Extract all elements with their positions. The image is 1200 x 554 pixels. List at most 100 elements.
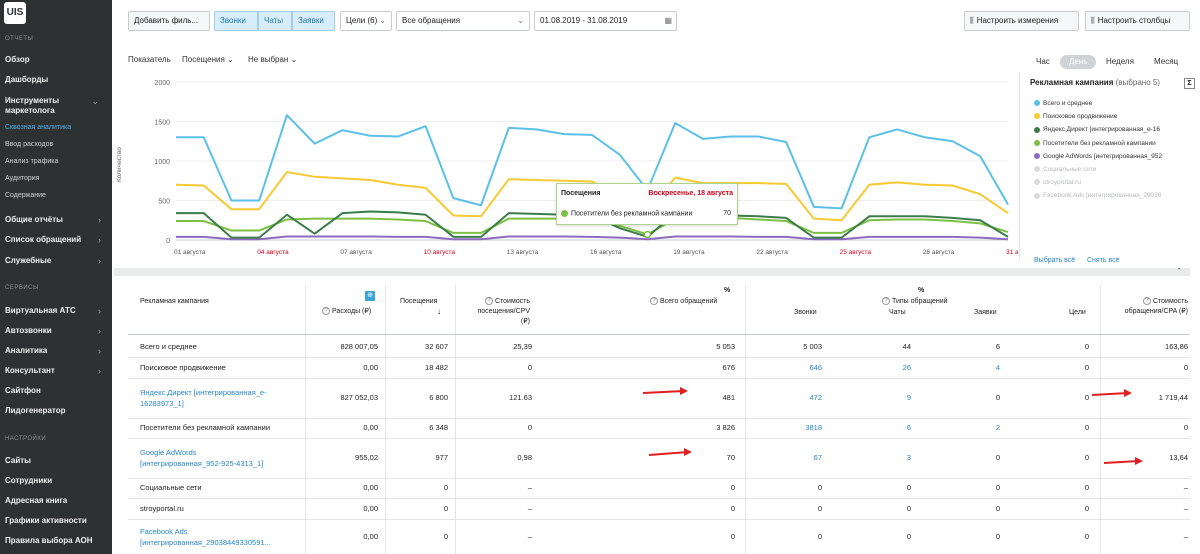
sidebar-item-overview[interactable]: Обзор [5,55,30,64]
campaign-name[interactable]: Яндекс.Директ [интегрированная_е- [140,388,267,397]
col-header-calls[interactable]: Звонки [794,309,817,316]
col-header-goals[interactable]: Цели [1069,309,1086,316]
cell-chats[interactable]: 26 [902,362,911,372]
second-metric-select[interactable]: Не выбран ⌄ [248,55,297,64]
cell-cpa: 0 [1183,423,1188,432]
date-range-input[interactable]: 01.08.2019 - 31.08.2019 ▦ [534,11,677,31]
annotation-arrow-shaft [642,390,685,394]
cell-requests[interactable]: 2 [995,423,1000,432]
sidebar-item-end-to-end-analytics[interactable]: Сквозная аналитика [5,124,72,131]
cell-chats[interactable]: 3 [906,453,911,462]
calendar-icon[interactable]: ▦ [664,16,672,25]
legend-item[interactable]: Всего и среднее [1034,100,1092,107]
cell-calls[interactable]: 646 [809,362,822,372]
horizontal-scrollbar[interactable]: ⌃ [114,268,1190,276]
goals-select[interactable]: Цели (6) ⌄ [340,11,392,31]
configure-columns-button[interactable]: ⫼ Настроить столбцы [1085,11,1190,31]
cell-chats[interactable]: 9 [906,393,911,402]
uis-logo[interactable]: UIS [4,2,26,24]
chevron-up-icon[interactable]: ⌃ [1176,268,1182,275]
sidebar-item-general-reports[interactable]: Общие отчёты › [5,215,109,225]
sidebar-item-address-book[interactable]: Адресная книга [5,496,68,505]
column-divider [745,285,746,554]
sidebar-item-marketing-tools[interactable]: Инструменты маркетолога ⌄ [5,96,99,116]
line-chart: Количество 0 500 1000 1500 2000 01 августа 04 … [116,72,1038,262]
help-icon[interactable]: ? [882,297,890,306]
sidebar-item-employees[interactable]: Сотрудники [5,476,53,485]
toggle-requests[interactable]: Заявки [292,11,335,31]
legend-item[interactable]: Посетители без рекламной кампании [1034,140,1156,147]
sidebar-item-consultant[interactable]: Консультант › [5,366,109,376]
series-line[interactable] [176,114,1009,210]
sidebar-item-service[interactable]: Служебные › [5,256,109,266]
cell-requests[interactable]: 4 [995,362,1000,372]
series-line[interactable] [176,235,1009,241]
period-day[interactable]: День [1060,55,1097,69]
select-all-link[interactable]: Выбрать всё [1034,257,1076,264]
cell-calls[interactable]: 3818 [805,423,822,432]
period-hour[interactable]: Час [1036,57,1050,66]
sidebar-item-aon-rules[interactable]: Правила выбора АОН [5,536,93,545]
legend-item[interactable]: Яндекс.Директ [интегрированная_е-16 [1034,126,1160,133]
cell-chats[interactable]: 6 [906,423,911,432]
sidebar-item-costs-input[interactable]: Ввод расходов [5,141,54,148]
period-week[interactable]: Неделя [1106,57,1134,66]
campaign-name[interactable]: Facebook Ads [140,526,188,536]
sidebar-item-label: Служебные [5,256,52,265]
hover-point[interactable] [643,230,652,239]
info-icon[interactable]: ⊕ [365,291,375,301]
legend-item[interactable]: Facebook Ads [интегрированная_29038 [1034,192,1161,199]
col-header-costs[interactable]: ? Расходы (₽) [322,307,371,317]
sort-desc-icon[interactable]: ↓ [437,307,441,316]
help-icon[interactable]: ? [1142,297,1151,306]
campaign-name-cont[interactable]: [интегрированная_952-925-4313_1] [140,459,264,468]
col-header-chats[interactable]: Чаты [889,309,906,316]
metric-select[interactable]: Посещения ⌄ [182,55,234,64]
campaign-name-cont[interactable]: 16283973_1] [140,399,184,408]
sidebar-item-requests-list[interactable]: Список обращений › [5,235,109,245]
legend-item-label: Поисковое продвижение [1043,113,1118,121]
sidebar-item-autocalls[interactable]: Автозвонки › [5,326,109,336]
cell-calls[interactable]: 67 [813,453,822,462]
legend-item[interactable]: Социальные сети [1034,166,1096,173]
sidebar-item-lead-generator[interactable]: Лидогенератор [5,406,66,415]
legend-item[interactable]: Google AdWords [интегрированная_952 [1034,153,1162,160]
requests-type-select[interactable]: Все обращения ⌄ [396,11,530,31]
sidebar-item-dashboards[interactable]: Дашборды [5,75,49,84]
row-divider [128,438,1190,439]
add-filter-button[interactable]: Добавить филь... [128,11,210,31]
section-settings: НАСТРОЙКИ [5,436,47,442]
sidebar-item-sites[interactable]: Сайты [5,456,31,465]
period-month[interactable]: Месяц [1154,57,1179,66]
sidebar-item-analytics[interactable]: Аналитика › [5,346,109,356]
sidebar-item-content[interactable]: Содержание [5,192,46,199]
sidebar-item-activity-schedules[interactable]: Графики активности [5,516,87,525]
sidebar-item-virtual-pbx[interactable]: Виртуальная АТС › [5,306,109,316]
campaign-name[interactable]: Google AdWords [140,448,197,457]
toggle-chats[interactable]: Чаты [258,11,292,31]
sidebar-item-sitephone[interactable]: Сайтфон [5,386,41,395]
col-header-requests[interactable]: Заявки [974,309,997,316]
legend-item[interactable]: stroyportal.ru [1034,179,1081,186]
help-icon[interactable]: ? [650,297,658,306]
help-icon[interactable]: ? [484,297,493,306]
percent-toggle-types[interactable]: % [918,287,925,294]
percent-toggle-total[interactable]: % [724,287,731,294]
sum-toggle-button[interactable]: Σ [1184,78,1195,89]
legend-item[interactable]: Поисковое продвижение [1034,113,1117,120]
help-icon[interactable]: ? [322,307,330,316]
sidebar-item-audience[interactable]: Аудитория [5,175,40,182]
configure-dimensions-button[interactable]: ⫼ Настроить измерения [964,11,1079,31]
sidebar-item-traffic-analysis[interactable]: Анализ трафика [5,158,59,165]
col-header-visits[interactable]: Посещения [400,298,438,305]
col-header-cpa[interactable]: ? Стоимость обращения/CPA (₽) [1110,297,1188,317]
toggle-calls[interactable]: Звонки [214,11,258,31]
col-header-request-types[interactable]: ? Типы обращений [882,297,948,307]
campaign-name-cont[interactable]: [интегрированная_29038449330591... [140,537,271,547]
col-header-total-requests[interactable]: ? Всего обращений [650,297,717,307]
cell-calls[interactable]: 472 [809,393,822,402]
clear-all-link[interactable]: Снять всё [1087,257,1120,264]
col-header-cpv[interactable]: ? Стоимость посещения/CPV (₽) [470,297,530,327]
series-line[interactable] [175,171,1009,222]
col-header-campaign[interactable]: Рекламная кампания [140,298,209,305]
